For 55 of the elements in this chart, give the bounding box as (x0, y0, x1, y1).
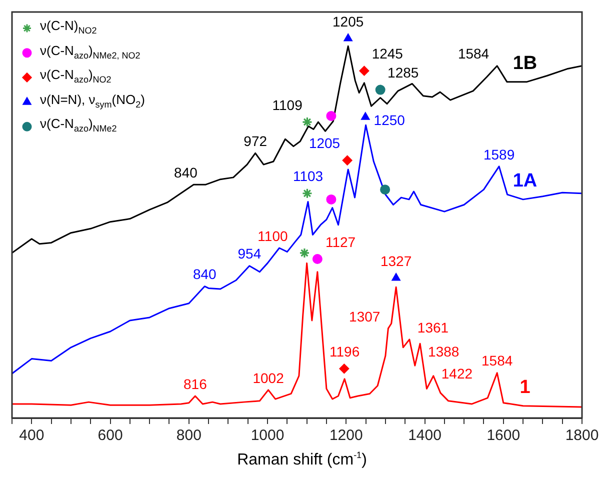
annotation: 1109 (272, 96, 303, 113)
point (375, 84, 386, 95)
annotation: 1361 (417, 319, 449, 336)
legend-label: ν(C-N)$_{NO2}$ (40, 17, 97, 38)
annotation: 1205 (308, 135, 340, 152)
x-tick-label: 1200 (329, 427, 363, 444)
point (339, 364, 350, 374)
annotation: 1205 (332, 13, 364, 30)
legend-label: ν(C-N$_{azo}$)$_{NMe2}$ (40, 115, 117, 136)
annotation: 1127 (325, 234, 356, 250)
annotation: 1250 (374, 112, 406, 128)
x-tick-label: 800 (176, 427, 202, 444)
point (392, 272, 400, 281)
series-label: 1B (512, 53, 538, 74)
annotation: 1100 (258, 228, 288, 244)
annotation: 1422 (441, 366, 473, 382)
annotation: 1285 (388, 64, 419, 81)
annotation: 954 (238, 246, 262, 262)
point (299, 248, 310, 258)
legend-label: ν(C-N$_{azo}$)$_{NMe2, NO2}$ (40, 42, 140, 62)
legend-label: ν(N=N), ν$_{sym}$(NO$_{2}$) (40, 90, 145, 112)
annotation: 1002 (252, 370, 284, 386)
annotation: 816 (184, 376, 208, 392)
annotation: 840 (174, 164, 198, 181)
annotation: 840 (192, 266, 217, 282)
x-tick-label: 1400 (408, 427, 442, 444)
x-axis-title: Raman shift (cm$^{-1}$) (236, 450, 368, 470)
point (361, 112, 370, 120)
point (344, 34, 352, 42)
annotation: 1307 (349, 308, 380, 324)
x-tick-label: 1800 (565, 427, 599, 444)
annotation: 1388 (428, 343, 460, 360)
point (326, 194, 336, 204)
point (302, 188, 313, 199)
annotation: 1584 (482, 352, 513, 369)
point (312, 254, 322, 264)
x-tick-label: 600 (98, 427, 123, 444)
point (302, 116, 313, 128)
series-label: 1 (520, 377, 531, 398)
x-tick-label: 400 (19, 427, 44, 444)
annotation: 1196 (330, 344, 360, 360)
annotation: 1327 (380, 252, 412, 269)
annotation: 1245 (372, 46, 404, 62)
annotation: 1584 (458, 46, 490, 62)
x-tick-label: 1000 (250, 427, 284, 444)
annotation: 1103 (292, 168, 324, 184)
annotation: 972 (244, 133, 268, 150)
point (380, 184, 390, 195)
annotation: 1589 (483, 146, 515, 162)
point (326, 110, 336, 121)
point (342, 155, 352, 166)
point (359, 66, 370, 76)
x-tick-label: 1600 (486, 427, 520, 444)
legend-label: ν(C-N$_{azo}$)$_{NO2}$ (40, 66, 112, 87)
series-label: 1A (512, 170, 538, 192)
